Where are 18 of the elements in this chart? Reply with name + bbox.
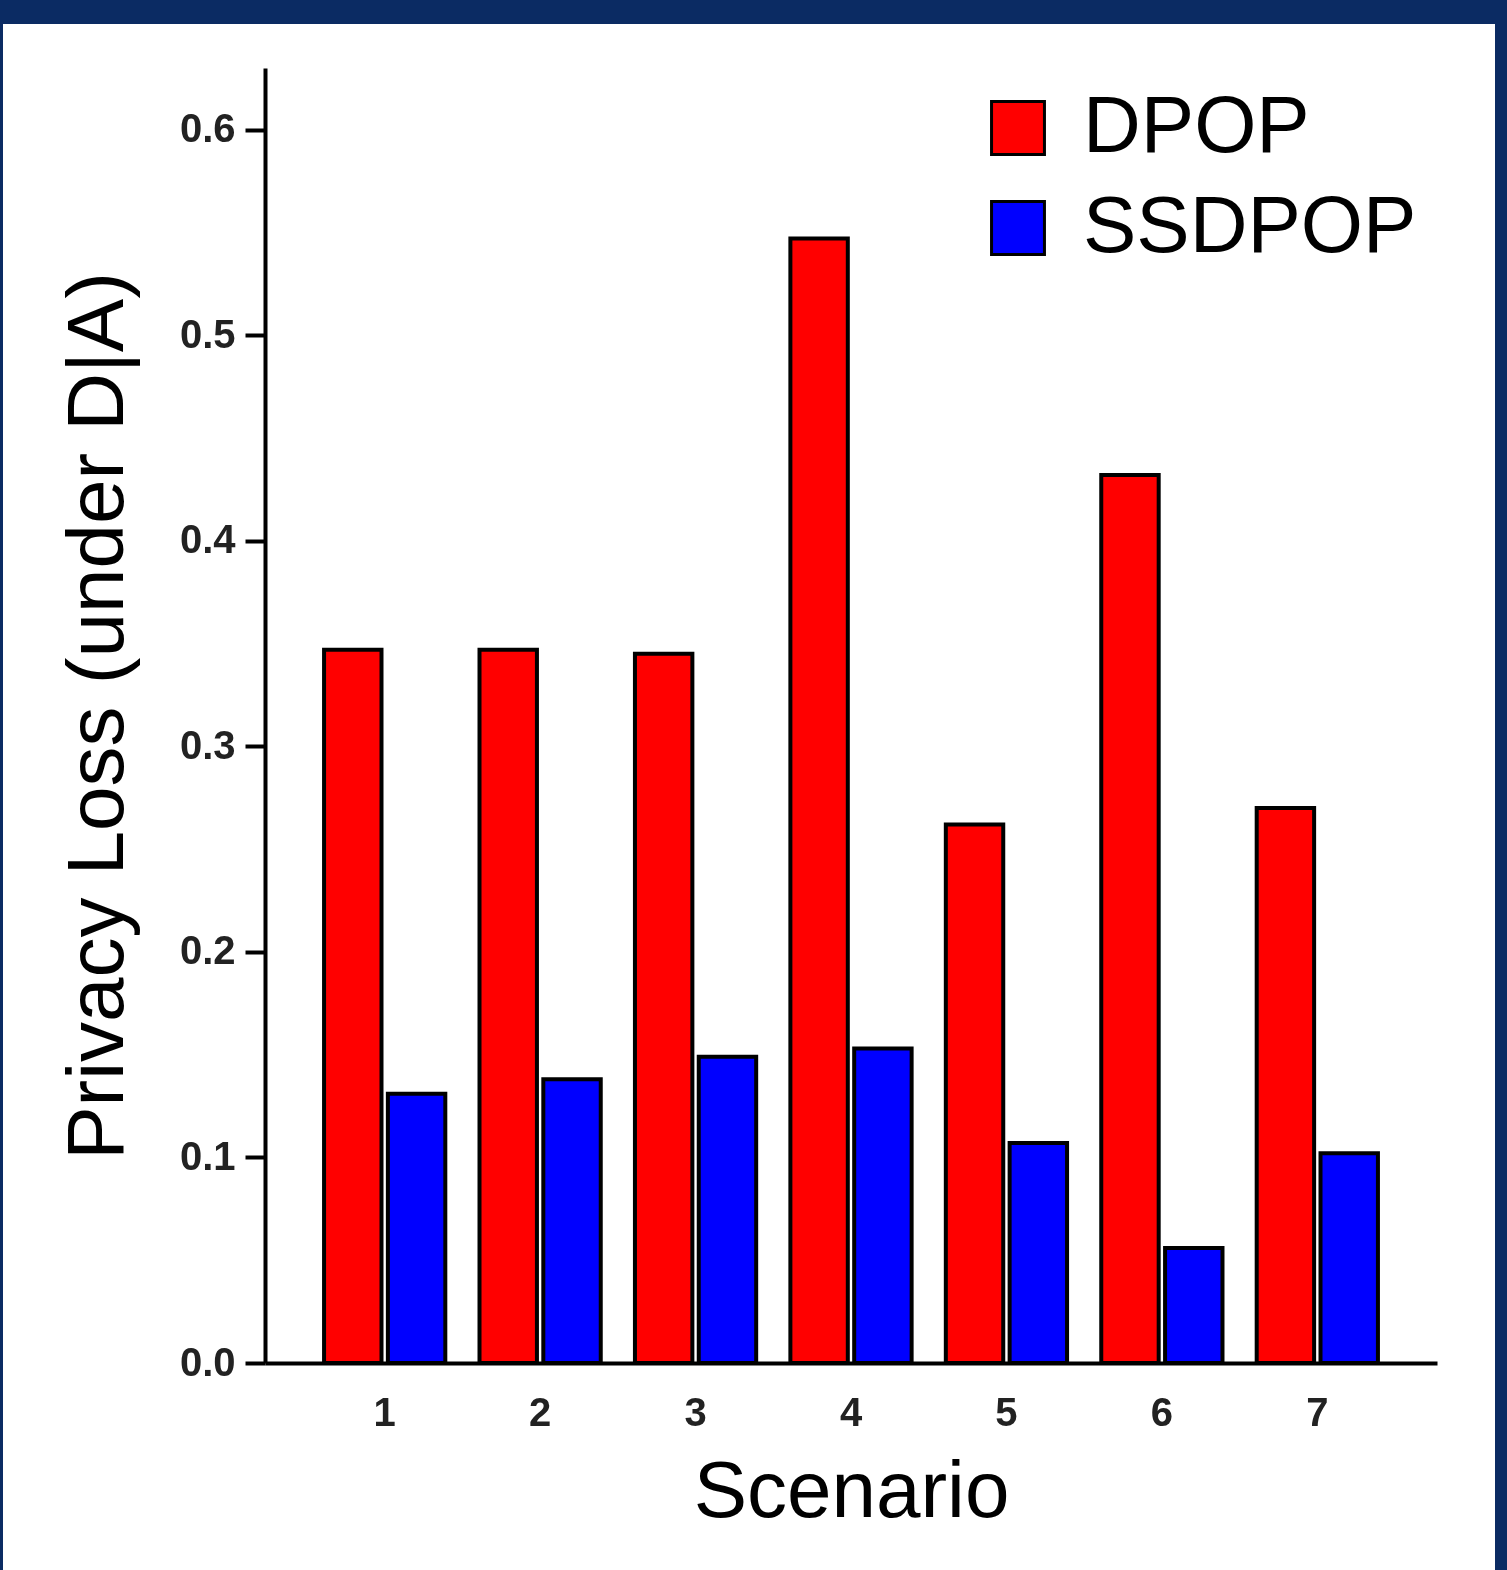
x-tick-label: 3 <box>684 1389 707 1434</box>
x-tick-label: 2 <box>529 1389 552 1434</box>
x-tick-label: 6 <box>1150 1389 1173 1434</box>
y-tick-label: 0.0 <box>179 1339 236 1384</box>
legend-label: DPOP <box>1083 80 1310 169</box>
y-tick-label: 0.6 <box>179 106 236 151</box>
y-tick-label: 0.3 <box>179 722 236 767</box>
y-tick-label: 0.1 <box>179 1133 236 1178</box>
x-tick-label: 4 <box>839 1389 863 1434</box>
y-axis-title: Privacy Loss (under D|A) <box>50 272 140 1160</box>
x-axis-title: Scenario <box>693 1444 1010 1534</box>
y-tick-label: 0.4 <box>179 517 237 562</box>
x-tick-label: 7 <box>1306 1389 1329 1434</box>
y-tick-label: 0.2 <box>179 928 236 973</box>
x-tick-label: 1 <box>373 1389 396 1434</box>
y-tick-label: 0.5 <box>179 311 236 356</box>
x-tick-label: 5 <box>995 1389 1018 1434</box>
legend-label: SSDPOP <box>1083 180 1417 269</box>
